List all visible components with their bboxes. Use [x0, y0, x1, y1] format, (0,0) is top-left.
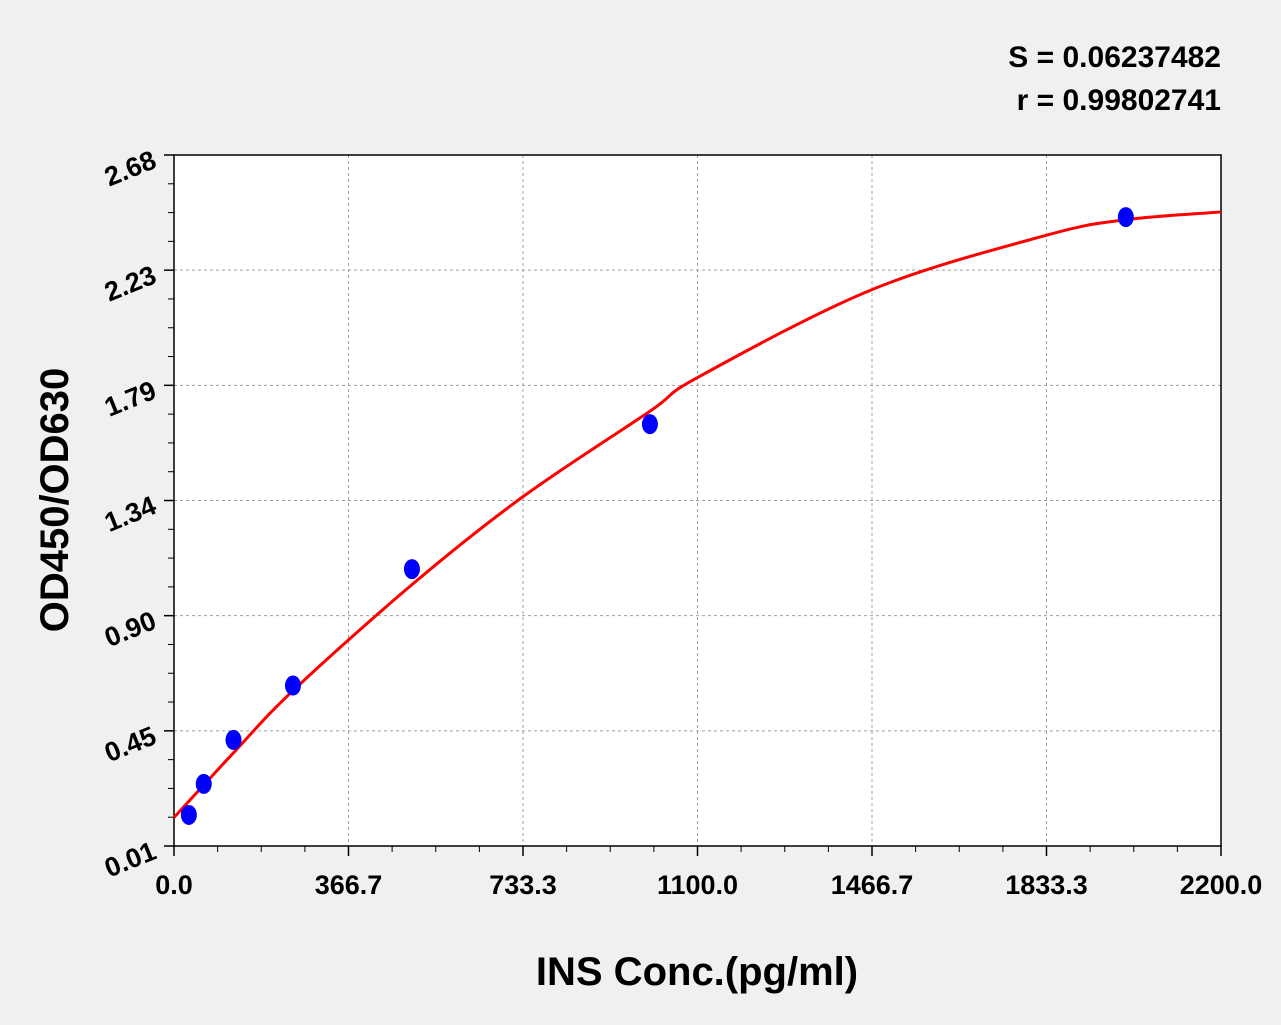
x-tick-label: 1833.3: [1005, 870, 1088, 900]
stat-r: r = 0.99802741: [1017, 84, 1221, 117]
y-axis-label: OD450/OD630: [33, 368, 77, 633]
x-tick-label: 1100.0: [657, 870, 738, 900]
x-tick-label: 0.0: [155, 870, 193, 900]
x-tick-label: 1466.7: [831, 870, 914, 900]
data-point: [284, 675, 301, 696]
x-tick-label: 366.7: [315, 870, 383, 900]
data-point: [1117, 207, 1134, 228]
x-tick-label: 2200.0: [1180, 870, 1263, 900]
data-point: [225, 729, 242, 750]
data-point: [403, 559, 420, 580]
x-tick-label: 733.3: [489, 870, 557, 900]
plot-frame: [173, 154, 1222, 847]
y-tick-label: 0.45: [100, 721, 160, 769]
y-tick-label: 1.79: [100, 375, 160, 423]
y-tick-label: 2.23: [100, 260, 160, 308]
data-point: [180, 804, 197, 825]
data-point: [195, 773, 212, 794]
data-point: [641, 414, 658, 435]
y-tick-label: 2.68: [100, 145, 160, 193]
y-tick-label: 1.34: [100, 490, 160, 538]
y-tick-label: 0.01: [100, 836, 160, 884]
x-axis-label: INS Conc.(pg/ml): [536, 950, 858, 994]
stat-s: S = 0.06237482: [1008, 41, 1221, 74]
y-tick-label: 0.90: [100, 605, 160, 653]
